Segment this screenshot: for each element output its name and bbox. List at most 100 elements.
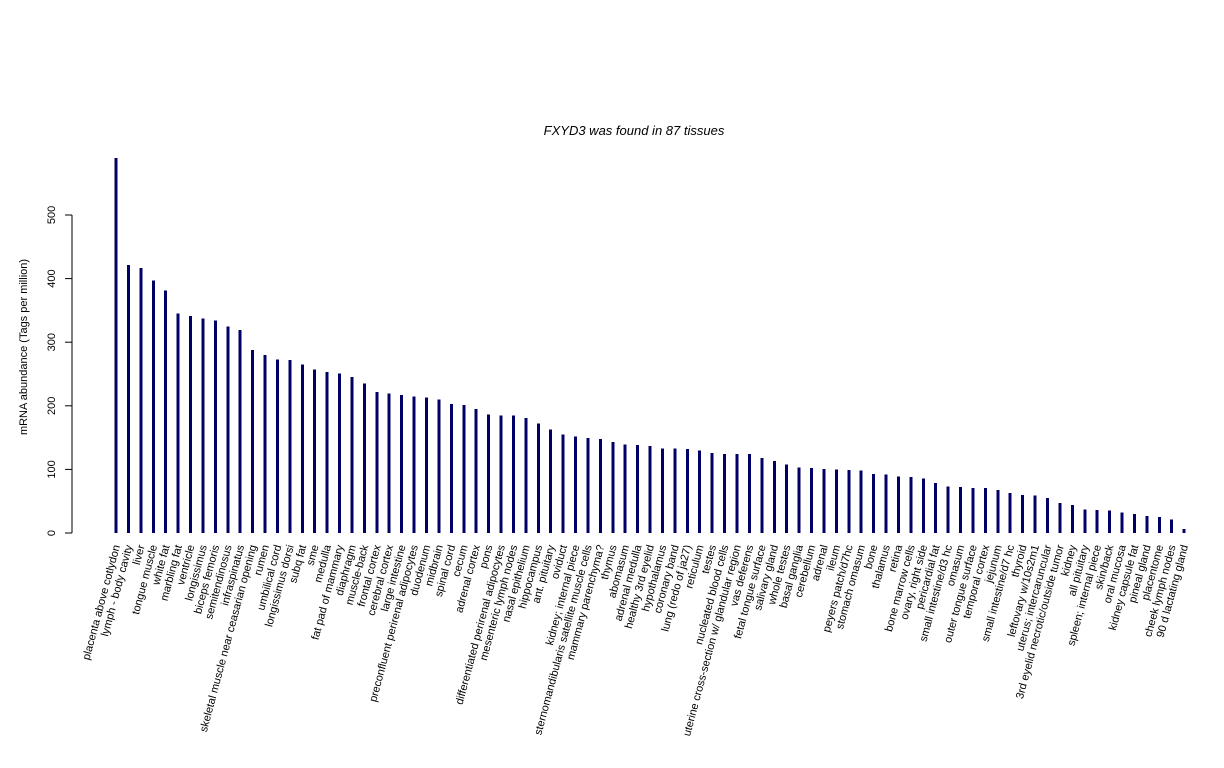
bar <box>449 403 453 533</box>
bar <box>971 487 975 533</box>
bar <box>1170 519 1174 533</box>
x-tick-label: liver <box>131 543 148 566</box>
bar <box>126 265 130 533</box>
bar <box>1021 494 1025 533</box>
bar <box>400 394 404 533</box>
bar <box>760 457 764 533</box>
bar <box>1083 509 1087 533</box>
bar <box>1008 492 1012 533</box>
bar <box>698 450 702 533</box>
bars-group <box>114 157 1186 533</box>
bar <box>797 467 801 533</box>
bar <box>1157 517 1161 533</box>
bar <box>425 397 428 533</box>
bar <box>1145 515 1149 533</box>
bar <box>934 482 938 533</box>
bar <box>673 448 677 533</box>
bar <box>859 470 863 533</box>
y-tick-label: 400 <box>46 269 58 287</box>
bar <box>959 487 963 533</box>
bar <box>822 468 826 533</box>
bar <box>1058 503 1062 533</box>
bar <box>462 405 466 533</box>
bar <box>772 461 776 533</box>
bar <box>1182 529 1186 533</box>
bar <box>636 445 640 533</box>
bar <box>350 377 354 533</box>
bar <box>499 415 503 533</box>
bar <box>561 434 565 533</box>
bar <box>189 316 193 533</box>
bar <box>872 473 876 533</box>
bar <box>921 478 925 533</box>
bar <box>723 454 727 533</box>
bar <box>474 408 478 533</box>
bar <box>834 469 838 533</box>
bar <box>226 326 230 533</box>
bar <box>238 330 242 533</box>
y-tick-label: 500 <box>46 206 58 224</box>
y-tick-label: 200 <box>46 397 58 415</box>
bar <box>275 359 279 533</box>
bar <box>586 438 590 533</box>
bar <box>996 489 1000 533</box>
bar <box>151 280 155 533</box>
bar <box>1108 510 1112 533</box>
bar <box>139 267 143 533</box>
bar <box>847 470 851 533</box>
bar <box>1046 498 1049 533</box>
bar <box>288 360 292 533</box>
bar <box>549 429 553 533</box>
y-tick-label: 300 <box>46 333 58 351</box>
bar <box>1033 495 1037 533</box>
bar <box>1132 513 1136 533</box>
bar <box>1070 505 1074 533</box>
bar <box>983 487 987 533</box>
bar <box>946 486 950 533</box>
bar <box>574 436 578 533</box>
bar <box>511 415 515 533</box>
chart-title: FXYD3 was found in 87 tissues <box>544 123 725 138</box>
bar <box>623 444 627 533</box>
bar <box>685 449 689 533</box>
bar <box>1095 510 1099 533</box>
bar <box>412 396 416 533</box>
bar <box>884 474 888 533</box>
bar <box>375 391 379 533</box>
bar <box>213 320 217 533</box>
bar <box>1120 512 1124 533</box>
bar <box>487 414 491 533</box>
bar <box>164 290 168 533</box>
bar <box>536 423 540 533</box>
x-tick-label: sme <box>305 544 322 567</box>
bar <box>710 452 714 533</box>
bar <box>810 468 814 533</box>
bar <box>251 349 255 533</box>
bar <box>176 313 180 533</box>
bar <box>201 318 205 533</box>
bar <box>747 454 751 533</box>
bar <box>524 417 528 533</box>
bar <box>611 442 615 533</box>
bar <box>735 454 739 533</box>
bar <box>437 399 441 533</box>
bar <box>648 445 652 533</box>
y-tick-label: 0 <box>46 530 58 536</box>
y-tick-label: 100 <box>46 460 58 478</box>
bar <box>325 372 329 533</box>
bar <box>896 476 900 533</box>
bar <box>263 354 267 533</box>
bar <box>387 393 391 533</box>
bar <box>300 364 304 533</box>
bar <box>909 477 913 533</box>
bar <box>660 448 664 533</box>
bar <box>362 383 366 533</box>
bar <box>338 373 342 533</box>
bar <box>313 369 317 533</box>
bar <box>114 157 118 533</box>
y-axis: 0 100 200 300 400 500 <box>46 206 73 536</box>
bar <box>598 438 602 533</box>
bar <box>785 464 789 533</box>
